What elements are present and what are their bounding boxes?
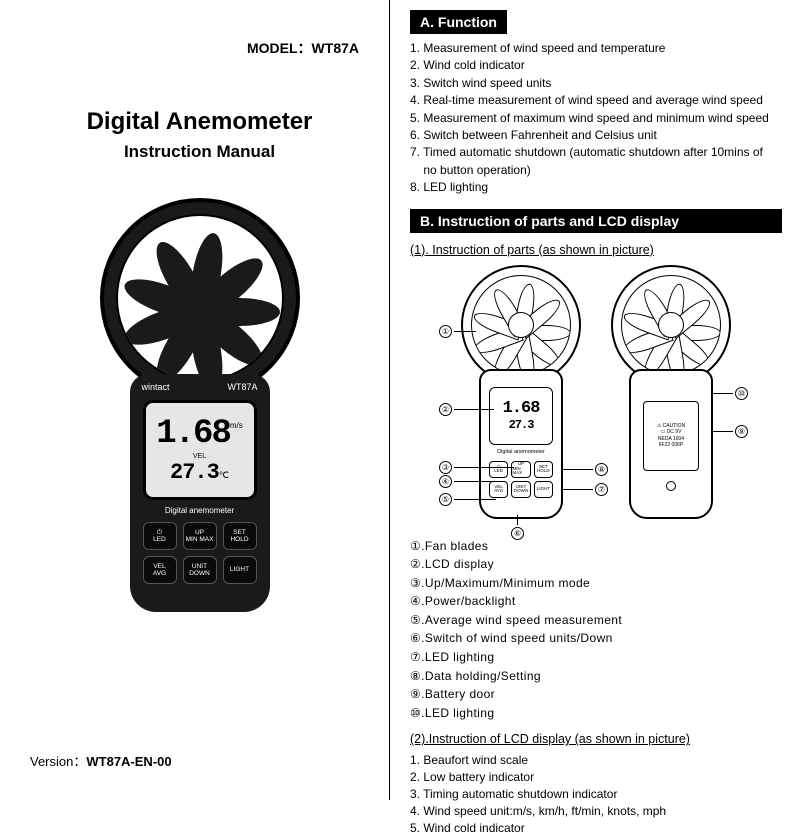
battery-door: ⚠ CAUTION ▭ DC 9V NEDA 1604 6F22 006P (643, 401, 699, 471)
model-label: MODEL： (247, 40, 312, 56)
function-item: 8. LED lighting (410, 179, 782, 196)
diagram-button: SETHOLD (534, 461, 553, 478)
lcd-item: 5. Wind cold indicator (410, 820, 782, 836)
dia-reading-main: 1.68 (503, 399, 540, 418)
parts-item: ⑨.Battery door (410, 685, 782, 704)
function-item: no button operation) (410, 162, 782, 179)
function-item: 3. Switch wind speed units (410, 75, 782, 92)
left-column: MODEL：WT87A Digital Anemometer Instructi… (0, 0, 390, 800)
lcd-item: 4. Wind speed unit:m/s, km/h, ft/min, kn… (410, 803, 782, 820)
version-value: WT87A-EN-00 (86, 754, 171, 769)
brand-label: wintact (142, 382, 170, 392)
fan-hub (178, 276, 222, 320)
reading-sec: 27.3 (170, 460, 219, 485)
reading-sec-unit: ℃ (219, 470, 229, 480)
model-line: MODEL：WT87A (30, 38, 359, 58)
lcd-list: 1. Beaufort wind scale2. Low battery ind… (410, 752, 782, 836)
callout-10: ⑩ (713, 387, 748, 400)
function-item: 5. Measurement of maximum wind speed and… (410, 110, 782, 127)
parts-item: ⑧.Data holding/Setting (410, 667, 782, 686)
diagram-row: 1.68 27.3 Digital anemometer ⏻LEDUPMIN M… (410, 265, 782, 525)
parts-item: ①.Fan blades (410, 537, 782, 556)
function-item: 2. Wind cold indicator (410, 57, 782, 74)
device-button: UPMIN MAX (183, 522, 217, 550)
parts-item: ②.LCD display (410, 555, 782, 574)
callout-1: ① (439, 325, 476, 338)
callout-6: ⑥ (511, 515, 524, 540)
device-button: VELAVG (143, 556, 177, 584)
diagram-back: ⚠ CAUTION ▭ DC 9V NEDA 1604 6F22 006P ⑩ … (601, 265, 741, 525)
function-list: 1. Measurement of wind speed and tempera… (410, 40, 782, 197)
page-subtitle: Instruction Manual (30, 142, 369, 162)
parts-item: ⑥.Switch of wind speed units/Down (410, 629, 782, 648)
reading-label: VEL (193, 453, 206, 460)
callout-3: ③ (439, 461, 514, 474)
lcd-item: 2. Low battery indicator (410, 769, 782, 786)
page-title: Digital Anemometer (30, 108, 369, 136)
parts-item: ④.Power/backlight (410, 592, 782, 611)
reading-main-unit: m/s (230, 421, 243, 430)
device-illustration: wintact WT87A 1.68m/s VEL 27.3℃ Digital … (95, 198, 305, 618)
diagram-handle-back: ⚠ CAUTION ▭ DC 9V NEDA 1604 6F22 006P (629, 369, 713, 519)
callout-4: ④ (439, 475, 496, 488)
lcd-item: 1. Beaufort wind scale (410, 752, 782, 769)
dia-digital-label: Digital anemometer (481, 449, 561, 455)
diagram-front: 1.68 27.3 Digital anemometer ⏻LEDUPMIN M… (451, 265, 591, 525)
led-indicator (666, 481, 676, 491)
section-b-sub2: (2).Instruction of LCD display (as shown… (410, 732, 782, 746)
batt-l2: 6F22 006P (659, 442, 683, 449)
diagram-button: UPMIN MAX (511, 461, 530, 478)
device-button: SETHOLD (223, 522, 257, 550)
fan-inner (116, 214, 284, 382)
callout-5: ⑤ (439, 493, 496, 506)
function-item: 1. Measurement of wind speed and tempera… (410, 40, 782, 57)
parts-item: ③.Up/Maximum/Minimum mode (410, 574, 782, 593)
diagram-fan-back (611, 265, 731, 385)
function-item: 4. Real-time measurement of wind speed a… (410, 92, 782, 109)
model-small: WT87A (227, 382, 257, 392)
button-grid: ⏻LEDUPMIN MAXSETHOLD VELAVGUNITDOWNLIGHT (143, 522, 257, 584)
callout-9: ⑨ (713, 425, 748, 438)
device-button: LIGHT (223, 556, 257, 584)
section-b-sub1: (1). Instruction of parts (as shown in p… (410, 243, 782, 257)
parts-item: ⑤.Average wind speed measurement (410, 611, 782, 630)
lcd-item: 3. Timing automatic shutdown indicator (410, 786, 782, 803)
callout-2: ② (439, 403, 494, 416)
digital-label: Digital anemometer (130, 506, 270, 515)
model-value: WT87A (312, 40, 359, 56)
version-label: Version： (30, 754, 86, 769)
page: MODEL：WT87A Digital Anemometer Instructi… (0, 0, 800, 800)
diagram-button: LIGHT (534, 481, 553, 498)
lcd-screen: 1.68m/s VEL 27.3℃ (143, 400, 257, 500)
parts-item: ⑦.LED lighting (410, 648, 782, 667)
section-b-header: B. Instruction of parts and LCD display (410, 209, 782, 233)
reading-main: 1.68 (156, 415, 230, 453)
dia-reading-sec: 27.3 (509, 418, 534, 432)
parts-item: ⑩.LED lighting (410, 704, 782, 723)
diagram-fan (461, 265, 581, 385)
right-column: A. Function 1. Measurement of wind speed… (390, 0, 800, 800)
device-handle: wintact WT87A 1.68m/s VEL 27.3℃ Digital … (130, 374, 270, 612)
section-a-header: A. Function (410, 10, 507, 34)
parts-list: ①.Fan blades②.LCD display③.Up/Maximum/Mi… (410, 537, 782, 723)
function-item: 7. Timed automatic shutdown (automatic s… (410, 144, 782, 161)
device-button: ⏻LED (143, 522, 177, 550)
fan-outer (100, 198, 300, 398)
function-item: 6. Switch between Fahrenheit and Celsius… (410, 127, 782, 144)
device-button: UNITDOWN (183, 556, 217, 584)
diagram-button: UNITDOWN (511, 481, 530, 498)
version-line: Version：WT87A-EN-00 (30, 751, 172, 770)
